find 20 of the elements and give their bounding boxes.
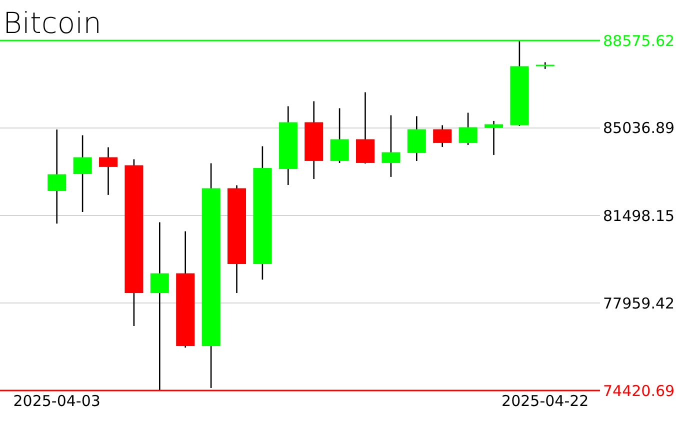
x-tick-label: 2025-04-22 (502, 392, 589, 410)
y-tick-label: 88575.62 (603, 32, 675, 50)
x-tick-label: 2025-04-03 (13, 392, 100, 410)
candlestick (99, 146, 118, 196)
candlestick (73, 134, 92, 213)
candlestick (382, 114, 400, 178)
candlestick (407, 116, 426, 162)
candlestick (484, 120, 503, 156)
y-tick-label: 81498.15 (603, 206, 675, 225)
y-tick-label: 77959.42 (603, 294, 675, 312)
candlestick (330, 108, 349, 164)
candlestick (48, 128, 66, 224)
candlestick (356, 92, 374, 164)
candlestick (536, 62, 554, 70)
chart-title: Bitcoin (3, 6, 102, 40)
candlestick (458, 112, 478, 146)
y-tick-label: 85036.89 (603, 119, 675, 138)
candlestick (150, 222, 169, 392)
y-tick-label: 74420.69 (603, 382, 675, 400)
candlestick (433, 124, 452, 148)
